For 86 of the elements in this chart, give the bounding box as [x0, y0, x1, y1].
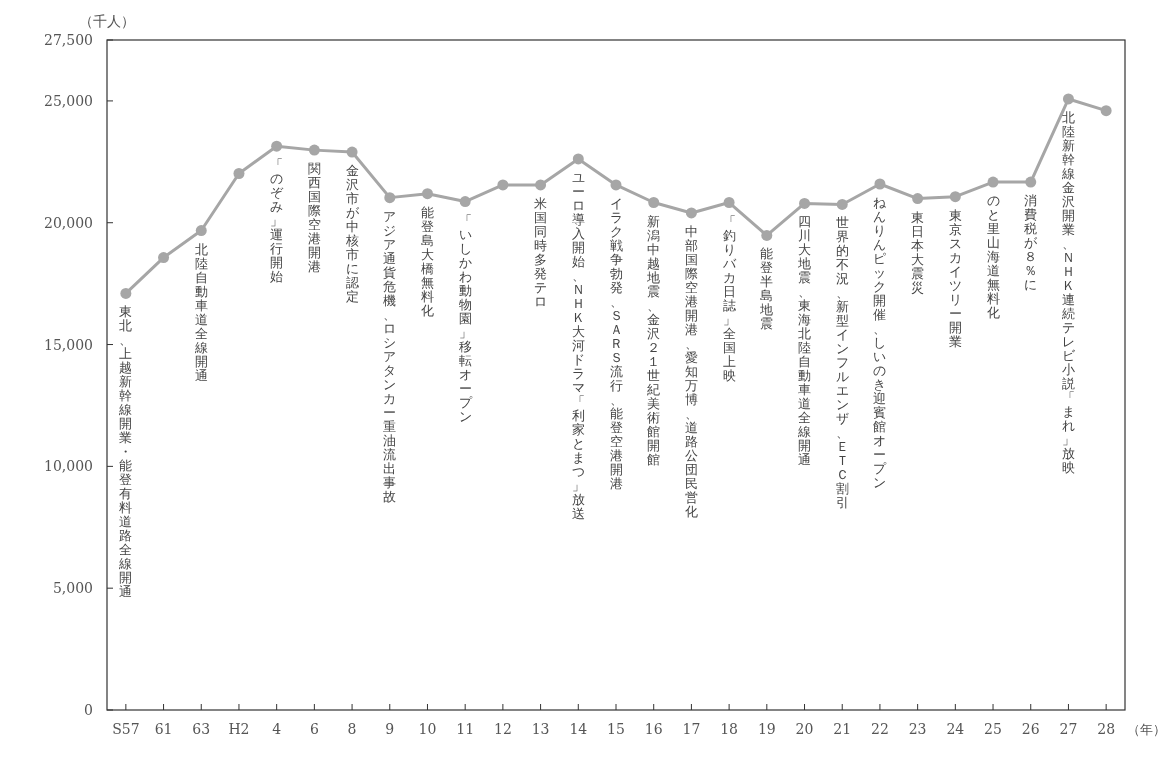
y-tick-label: 25,000 [44, 92, 93, 109]
y-tick-label: 0 [84, 702, 93, 718]
point [195, 225, 207, 237]
point [497, 179, 509, 191]
point [761, 229, 773, 241]
x-tick-label: S57 [112, 721, 140, 737]
text: 「釣りバカ日誌」全国上映 [722, 213, 736, 383]
text: 新潟中越地震、金沢２１世紀美術館開館 [647, 213, 661, 467]
text: 中部国際空港開港、愛知万博、道路公団民営化 [684, 223, 698, 519]
point [1062, 93, 1074, 105]
point [610, 179, 622, 191]
point [987, 176, 999, 188]
y-axis-title: （千人） [79, 13, 135, 29]
x-tick-label: 21 [833, 721, 852, 737]
y-tick-label: 27,500 [44, 32, 93, 48]
point [723, 197, 735, 209]
point [874, 178, 886, 190]
x-tick-label: H2 [228, 721, 250, 737]
x-tick-label: 18 [720, 721, 739, 737]
text: ユーロ導入開始、ＮＨＫ大河ドラマ「利家とまつ」放送 [571, 169, 585, 521]
x-tick-label: 14 [569, 721, 588, 737]
annotation: 米国同時多発テロ [534, 195, 548, 309]
x-tick-label: 26 [1021, 721, 1040, 737]
x-tick-label: 19 [757, 721, 776, 737]
point [685, 207, 697, 219]
x-tick-label: 10 [418, 721, 437, 737]
point [346, 146, 358, 158]
annotation: 能登半島地震 [759, 246, 774, 332]
point [799, 197, 811, 209]
y-tick-label: 15,000 [44, 336, 93, 353]
text: 東京スカイツリー開業 [948, 207, 962, 349]
y-tick-label: 20,000 [44, 214, 93, 231]
x-tick-label: 16 [644, 721, 663, 737]
x-tick-label: 9 [385, 721, 395, 737]
point [535, 179, 547, 191]
text: イラク戦争勃発、ＳＡＲＳ流行、能登空港開港 [609, 195, 623, 491]
annotation: 関西国際空港開港 [307, 161, 321, 275]
point [384, 192, 396, 204]
point [308, 144, 320, 156]
text: 「いしかわ動物園」移転オープン [458, 212, 472, 424]
text: 北陸新幹線金沢開業、ＮＨＫ連続テレビ小説「まれ」放映 [1061, 109, 1075, 475]
annotation: 消費税が８％に [1024, 193, 1039, 293]
text: 東北、上越新幹線開業・能登有料道路全線開通 [119, 304, 133, 600]
text: 「のぞみ」運行開始 [270, 157, 284, 285]
text: ねんりんピック開催、しいのき迎賓館オープン [873, 194, 887, 490]
text: アジア通貨危機、ロシアタンカー重油流出事故 [383, 208, 397, 504]
y-tick-label: 10,000 [44, 458, 93, 475]
point [233, 168, 245, 180]
x-tick-label: 11 [456, 721, 475, 737]
x-tick-label: 23 [908, 721, 927, 737]
x-tick-label: 28 [1097, 721, 1116, 737]
point [1025, 176, 1037, 188]
point [421, 188, 433, 200]
point [120, 287, 132, 299]
y-tick-label: 5,000 [52, 580, 93, 597]
x-tick-label: 61 [154, 721, 173, 737]
x-tick-label: 12 [493, 721, 512, 737]
text: 金沢市が中核市に認定 [345, 163, 359, 305]
x-tick-label: 22 [871, 721, 889, 737]
x-axis-title: （年） [1127, 722, 1166, 737]
point [572, 153, 584, 165]
x-tick-label: 24 [946, 721, 965, 737]
annotation: 東日本大震災 [911, 209, 925, 295]
point [648, 197, 660, 209]
x-tick-label: 13 [531, 721, 550, 737]
text: のと里山海道無料化 [986, 193, 1000, 321]
point [836, 198, 848, 210]
point [949, 191, 961, 203]
point [912, 193, 924, 205]
text: 四川大地震、東海北陸自動車道全線開通 [798, 214, 812, 468]
x-tick-label: 15 [607, 721, 625, 737]
x-tick-label: 25 [984, 721, 1002, 737]
point [271, 140, 283, 152]
annotation: 能登島大橋無料化 [420, 204, 434, 318]
point [459, 196, 471, 208]
x-tick-label: 20 [795, 721, 814, 737]
text: 北陸自動車道全線開通 [194, 241, 208, 383]
point [1100, 105, 1112, 117]
point [158, 252, 170, 264]
x-tick-label: 4 [272, 721, 282, 737]
x-tick-label: 27 [1059, 721, 1078, 737]
x-tick-label: 63 [192, 721, 211, 737]
x-tick-label: 17 [682, 721, 701, 737]
x-tick-label: 6 [309, 721, 319, 737]
x-tick-label: 8 [347, 721, 357, 737]
text: 世界的不況、新型インフルエンザ、ＥＴＣ割引 [835, 215, 849, 511]
